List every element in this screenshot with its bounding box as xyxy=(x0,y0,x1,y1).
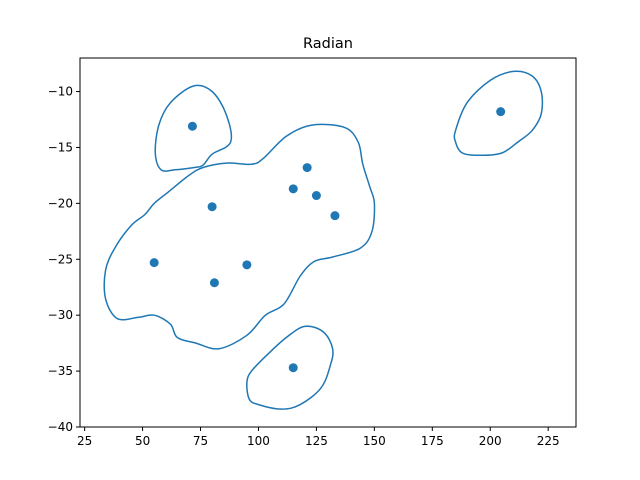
y-tick-label-0: −40 xyxy=(48,420,73,434)
scatter-point-6 xyxy=(330,211,340,221)
x-tick-label-1: 50 xyxy=(135,434,150,448)
plot-frame xyxy=(79,57,577,428)
contour-0 xyxy=(154,84,233,172)
y-axis: −40 −35 −30 −25 −20 −15 −10 xyxy=(48,85,80,434)
y-tick-label-3: −25 xyxy=(48,252,73,266)
scatter-point-0 xyxy=(187,121,197,131)
x-tick-label-4: 125 xyxy=(305,434,328,448)
scatter-point-7 xyxy=(149,258,159,268)
scatter-point-2 xyxy=(302,163,312,173)
y-tick-label-4: −20 xyxy=(48,196,73,210)
x-tick-label-3: 100 xyxy=(247,434,270,448)
y-tick-label-1: −35 xyxy=(48,364,73,378)
scatter-point-3 xyxy=(288,184,298,194)
y-tick-label-6: −10 xyxy=(48,85,73,99)
scatter-point-5 xyxy=(207,202,217,212)
x-tick-label-2: 75 xyxy=(193,434,208,448)
scatter-point-9 xyxy=(209,278,219,288)
scatter-point-8 xyxy=(242,260,252,270)
scatter-point-10 xyxy=(288,363,298,373)
scatter-point-4 xyxy=(311,191,321,201)
y-tick-label-2: −30 xyxy=(48,308,73,322)
x-tick-label-7: 200 xyxy=(479,434,502,448)
x-tick-label-8: 225 xyxy=(537,434,560,448)
y-tick-label-5: −15 xyxy=(48,140,73,154)
contour-3 xyxy=(246,325,334,410)
point-layer xyxy=(149,107,506,373)
contour-2 xyxy=(453,70,544,157)
x-tick-label-6: 175 xyxy=(421,434,444,448)
x-tick-label-0: 25 xyxy=(77,434,92,448)
x-tick-label-5: 150 xyxy=(363,434,386,448)
contour-layer xyxy=(103,70,544,410)
chart-title: Radian xyxy=(303,36,353,52)
contour-1 xyxy=(103,123,376,350)
x-axis: 25 50 75 100 125 150 175 200 225 xyxy=(77,427,560,448)
scatter-point-1 xyxy=(496,107,506,117)
